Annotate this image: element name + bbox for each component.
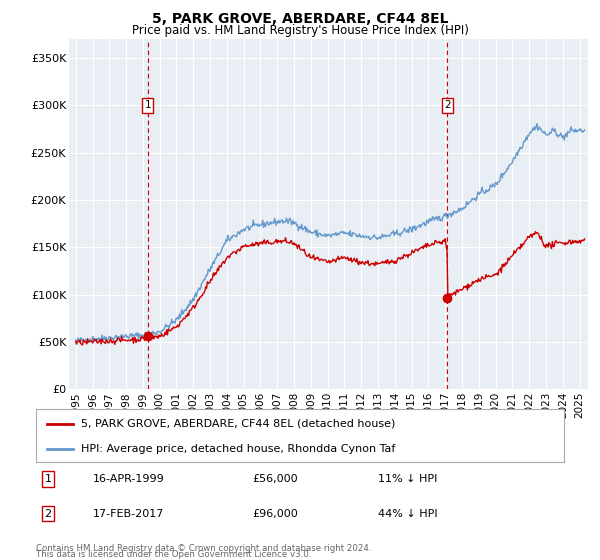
Text: 5, PARK GROVE, ABERDARE, CF44 8EL: 5, PARK GROVE, ABERDARE, CF44 8EL bbox=[152, 12, 448, 26]
Text: This data is licensed under the Open Government Licence v3.0.: This data is licensed under the Open Gov… bbox=[36, 550, 311, 559]
Text: Price paid vs. HM Land Registry's House Price Index (HPI): Price paid vs. HM Land Registry's House … bbox=[131, 24, 469, 36]
Text: 16-APR-1999: 16-APR-1999 bbox=[93, 474, 165, 484]
Text: 1: 1 bbox=[44, 474, 52, 484]
Text: 1: 1 bbox=[145, 100, 151, 110]
Text: £96,000: £96,000 bbox=[252, 508, 298, 519]
Text: £56,000: £56,000 bbox=[252, 474, 298, 484]
Text: 44% ↓ HPI: 44% ↓ HPI bbox=[378, 508, 437, 519]
Text: 2: 2 bbox=[44, 508, 52, 519]
Text: 5, PARK GROVE, ABERDARE, CF44 8EL (detached house): 5, PARK GROVE, ABERDARE, CF44 8EL (detac… bbox=[81, 419, 395, 429]
Text: HPI: Average price, detached house, Rhondda Cynon Taf: HPI: Average price, detached house, Rhon… bbox=[81, 444, 395, 454]
Text: Contains HM Land Registry data © Crown copyright and database right 2024.: Contains HM Land Registry data © Crown c… bbox=[36, 544, 371, 553]
Text: 11% ↓ HPI: 11% ↓ HPI bbox=[378, 474, 437, 484]
Text: 2: 2 bbox=[444, 100, 451, 110]
Text: 17-FEB-2017: 17-FEB-2017 bbox=[93, 508, 164, 519]
